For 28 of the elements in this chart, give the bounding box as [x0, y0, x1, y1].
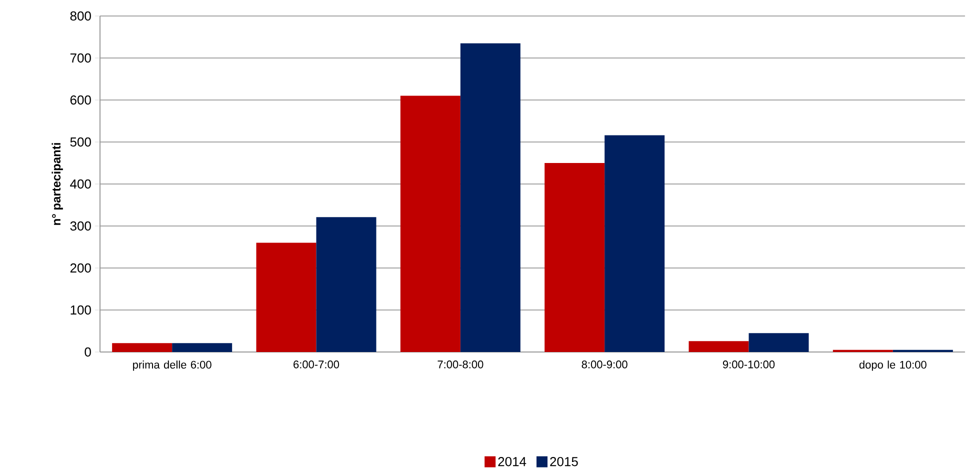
x-tick-label: 7:00-8:00 — [438, 360, 484, 368]
y-tick-label: 300 — [70, 221, 91, 231]
bar — [544, 163, 605, 352]
bar — [748, 333, 809, 352]
x-tick-label: 9:00-10:00 — [722, 360, 775, 368]
bar — [400, 96, 460, 352]
bar — [256, 242, 316, 352]
y-tick-label: 0 — [84, 347, 91, 357]
y-tick-label: 400 — [70, 179, 91, 189]
y-tick-label: 100 — [70, 305, 91, 315]
y-tick-label: 200 — [70, 263, 91, 273]
y-tick-label: 800 — [70, 11, 91, 21]
bar — [112, 343, 172, 352]
bar — [316, 217, 376, 352]
bar — [604, 135, 665, 352]
x-tick-label: prima delle 6:00 — [133, 360, 212, 371]
bar — [688, 341, 749, 352]
x-tick-label: 8:00-9:00 — [582, 360, 628, 368]
x-tick-label: 6:00-7:00 — [294, 360, 340, 368]
legend-label: 2015 — [550, 457, 578, 466]
x-tick-label: dopo le 10:00 — [859, 360, 926, 371]
y-tick-label: 600 — [70, 95, 91, 105]
y-tick-label: 500 — [70, 137, 91, 147]
bar — [460, 43, 520, 352]
y-tick-label: 700 — [70, 53, 91, 63]
legend-label: 2014 — [498, 457, 526, 466]
bar — [172, 343, 232, 352]
y-axis-title: n° partecipanti — [52, 143, 63, 225]
